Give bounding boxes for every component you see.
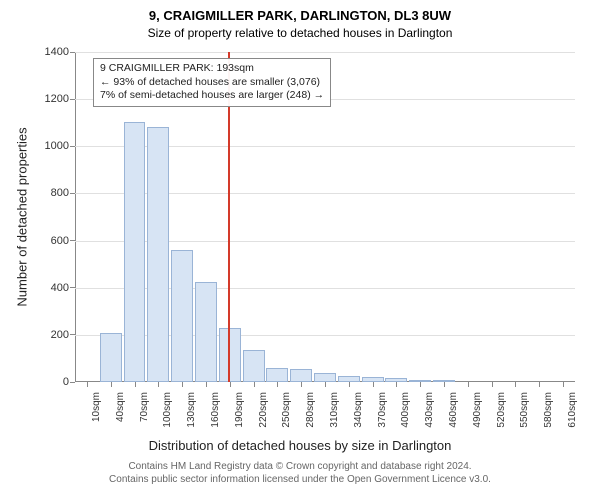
xtick-label: 430sqm <box>424 392 435 428</box>
xtick-mark <box>206 382 207 387</box>
xtick-mark <box>349 382 350 387</box>
xtick-label: 580sqm <box>543 392 554 428</box>
annotation-line-2: ← 93% of detached houses are smaller (3,… <box>100 76 324 90</box>
histogram-plot: 020040060080010001200140010sqm40sqm70sqm… <box>75 52 575 382</box>
xtick-label: 70sqm <box>139 392 150 422</box>
ytick-label: 1400 <box>45 46 75 58</box>
chart-title-address: 9, CRAIGMILLER PARK, DARLINGTON, DL3 8UW <box>0 8 600 23</box>
xtick-label: 490sqm <box>472 392 483 428</box>
xtick-mark <box>420 382 421 387</box>
histogram-bar <box>124 122 146 382</box>
xtick-mark <box>492 382 493 387</box>
ytick-label: 600 <box>51 235 75 247</box>
xtick-mark <box>254 382 255 387</box>
xtick-mark <box>182 382 183 387</box>
xtick-label: 100sqm <box>162 392 173 428</box>
xtick-label: 340sqm <box>353 392 364 428</box>
xtick-label: 460sqm <box>448 392 459 428</box>
xtick-mark <box>158 382 159 387</box>
xtick-label: 250sqm <box>281 392 292 428</box>
xtick-label: 610sqm <box>567 392 578 428</box>
histogram-bar <box>171 250 193 382</box>
y-axis-label: Number of detached properties <box>15 127 30 306</box>
ytick-label: 400 <box>51 282 75 294</box>
xtick-mark <box>301 382 302 387</box>
xtick-mark <box>230 382 231 387</box>
annotation-box: 9 CRAIGMILLER PARK: 193sqm ← 93% of deta… <box>93 58 331 107</box>
xtick-label: 370sqm <box>377 392 388 428</box>
ytick-label: 1000 <box>45 140 75 152</box>
footer-line-1: Contains HM Land Registry data © Crown c… <box>0 460 600 473</box>
histogram-bar <box>314 373 336 382</box>
histogram-bar <box>195 282 217 382</box>
gridline <box>75 52 575 53</box>
xtick-mark <box>563 382 564 387</box>
xtick-mark <box>468 382 469 387</box>
histogram-bar <box>290 369 312 382</box>
xtick-label: 220sqm <box>258 392 269 428</box>
histogram-bar <box>100 333 122 383</box>
xtick-label: 40sqm <box>115 392 126 422</box>
ytick-label: 800 <box>51 187 75 199</box>
histogram-bar <box>219 328 241 382</box>
xtick-mark <box>87 382 88 387</box>
ytick-label: 1200 <box>45 93 75 105</box>
histogram-bar <box>266 368 288 382</box>
xtick-label: 160sqm <box>210 392 221 428</box>
xtick-mark <box>396 382 397 387</box>
annotation-line-1: 9 CRAIGMILLER PARK: 193sqm <box>100 62 324 76</box>
xtick-label: 520sqm <box>496 392 507 428</box>
xtick-mark <box>539 382 540 387</box>
histogram-bar <box>147 127 169 382</box>
footer-attribution: Contains HM Land Registry data © Crown c… <box>0 460 600 486</box>
histogram-bar <box>243 350 265 382</box>
xtick-label: 130sqm <box>186 392 197 428</box>
xtick-mark <box>515 382 516 387</box>
xtick-label: 310sqm <box>329 392 340 428</box>
footer-line-2: Contains public sector information licen… <box>0 473 600 486</box>
xtick-mark <box>325 382 326 387</box>
xtick-label: 280sqm <box>305 392 316 428</box>
y-axis-line <box>75 52 76 382</box>
xtick-mark <box>135 382 136 387</box>
ytick-label: 200 <box>51 329 75 341</box>
chart-title-subtitle: Size of property relative to detached ho… <box>0 26 600 40</box>
xtick-label: 400sqm <box>400 392 411 428</box>
ytick-label: 0 <box>63 376 75 388</box>
xtick-mark <box>444 382 445 387</box>
xtick-mark <box>111 382 112 387</box>
xtick-label: 190sqm <box>234 392 245 428</box>
x-axis-label: Distribution of detached houses by size … <box>0 438 600 453</box>
xtick-label: 10sqm <box>91 392 102 422</box>
xtick-mark <box>277 382 278 387</box>
xtick-mark <box>373 382 374 387</box>
annotation-line-3: 7% of semi-detached houses are larger (2… <box>100 89 324 103</box>
xtick-label: 550sqm <box>519 392 530 428</box>
